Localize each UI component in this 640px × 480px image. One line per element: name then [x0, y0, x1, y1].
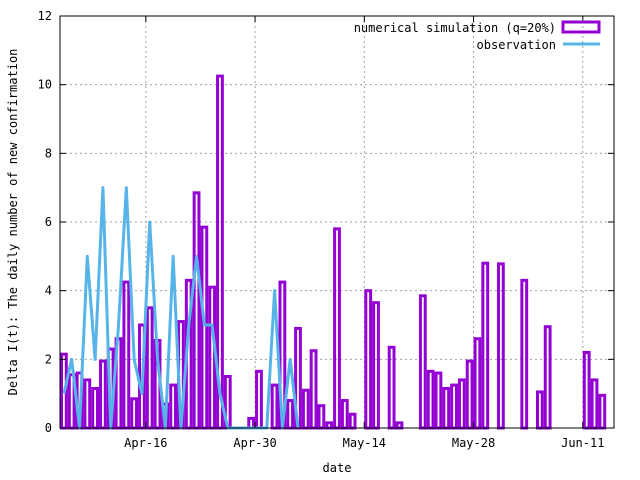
x-axis-label: date [323, 461, 352, 475]
y-tick-label: 6 [45, 215, 52, 229]
simulation-bar [450, 383, 458, 430]
simulation-bar [192, 191, 201, 430]
simulation-bar [301, 388, 310, 430]
simulation-bar [590, 378, 599, 430]
y-axis-label: Delta I(t): The daily number of new conf… [6, 49, 20, 396]
simulation-bar [270, 383, 279, 430]
simulation-bar [169, 383, 178, 430]
simulation-bar [457, 378, 466, 430]
simulation-bar [496, 262, 505, 430]
legend-label-observation: observation [477, 38, 556, 52]
simulation-bar [145, 306, 154, 430]
simulation-bar [255, 369, 263, 430]
simulation-bar [520, 278, 529, 430]
simulation-bar [598, 393, 607, 430]
simulation-bar [543, 325, 552, 430]
simulation-bar [333, 227, 341, 430]
simulation-bar [442, 387, 451, 430]
legend-label-simulation: numerical simulation (q=20%) [354, 21, 556, 35]
x-tick-label: May-28 [452, 436, 495, 450]
axis-ticks: 0 2 4 6 8 10 12 Apr-16 Apr-30 May-14 May-28 Jun-11 [38, 9, 614, 450]
simulation-bar [91, 387, 100, 430]
simulation-bar [286, 399, 295, 430]
simulation-bar [481, 261, 490, 430]
simulation-bar [200, 225, 209, 430]
simulation-bar [208, 285, 217, 430]
simulation-bar [473, 337, 482, 430]
legend-swatch-simulation [561, 20, 601, 34]
y-tick-label: 10 [38, 78, 52, 92]
simulation-bar [340, 399, 349, 430]
simulation-bar [395, 421, 404, 430]
y-tick-label: 2 [45, 352, 52, 366]
legend: numerical simulation (q=20%) observation [354, 20, 601, 52]
simulation-bar [418, 294, 427, 430]
simulation-bar [364, 289, 373, 430]
simulation-bar [535, 390, 544, 430]
simulation-bar [122, 280, 131, 430]
simulation-bar [325, 421, 334, 430]
simulation-bar [99, 359, 107, 430]
x-tick-label: Jun-11 [561, 436, 604, 450]
simulation-bar [309, 349, 318, 430]
simulation-bar [434, 371, 443, 430]
simulation-bar [465, 359, 474, 430]
y-tick-label: 0 [45, 421, 52, 435]
x-tick-label: May-14 [343, 436, 386, 450]
y-tick-label: 12 [38, 9, 52, 23]
simulation-bar [130, 397, 139, 430]
x-tick-label: Apr-30 [233, 436, 276, 450]
simulation-bar [372, 301, 380, 430]
simulation-bar [426, 369, 435, 430]
simulation-bar [83, 378, 92, 430]
simulation-bar [348, 412, 357, 430]
y-tick-label: 4 [45, 284, 52, 298]
y-tick-label: 8 [45, 146, 52, 160]
x-tick-label: Apr-16 [124, 436, 167, 450]
simulation-bar [582, 350, 591, 430]
simulation-bar [317, 404, 326, 430]
